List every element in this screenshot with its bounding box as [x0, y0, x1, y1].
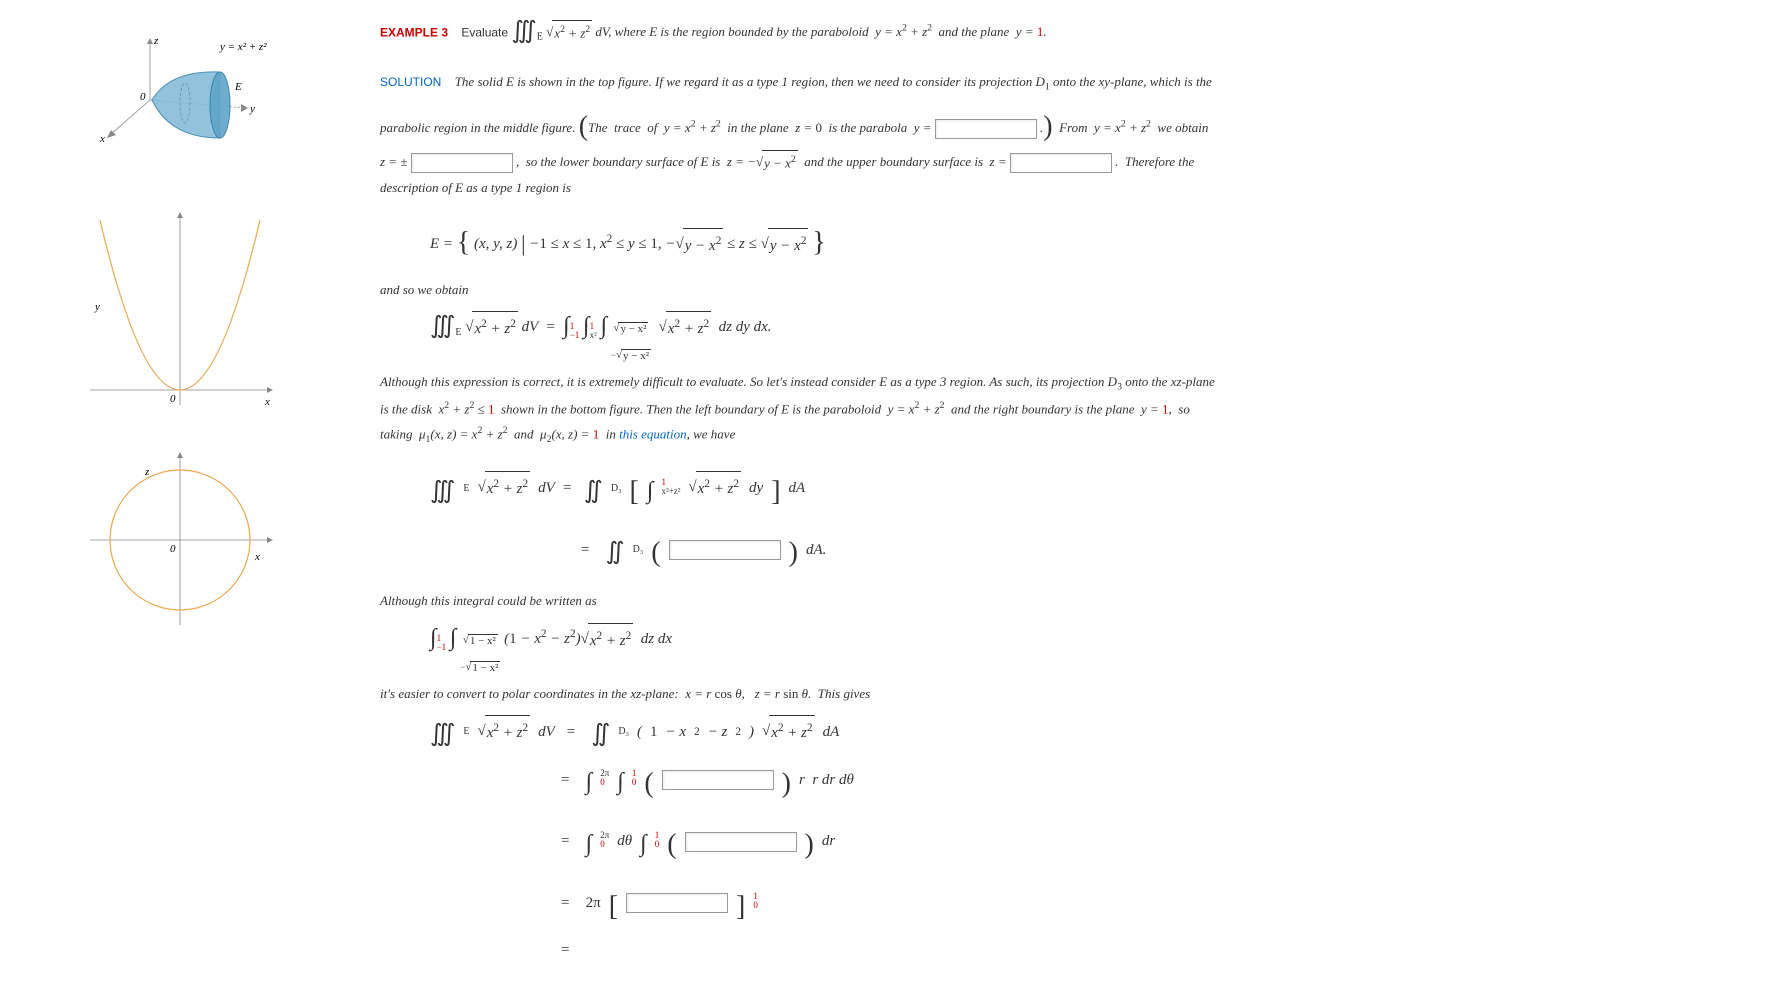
example-prompt-pre: Evaluate	[461, 25, 508, 39]
solution-label: SOLUTION	[380, 75, 441, 89]
solution-p7: it's easier to convert to polar coordina…	[380, 682, 1380, 707]
equation-cartesian-alt: ∫1−1 ∫ 1 − x²−1 − x² (1 − x2 − z2)x2 + z…	[430, 622, 1380, 674]
blank-parabola[interactable]	[935, 119, 1037, 139]
figure-disk-D3: z x 0	[70, 440, 290, 640]
blank-integrand-dA[interactable]	[669, 540, 781, 560]
fig3-x-label: x	[254, 551, 260, 563]
blank-z-pm[interactable]	[411, 153, 513, 173]
example-label: EXAMPLE 3	[380, 25, 448, 39]
fig1-eqn-label: y = x² + z²	[219, 41, 267, 53]
fig3-z-label: z	[144, 466, 150, 478]
solution-p6: Although this integral could be written …	[380, 589, 1380, 614]
solution-p5c: taking μ1(x, z) = x2 + z2 and μ2(x, z) =…	[380, 422, 1380, 449]
blank-antiderivative[interactable]	[626, 893, 728, 913]
example-line: EXAMPLE 3 Evaluate ∭E x2 + z2 dV, where …	[380, 20, 1380, 47]
equation-polar-steps: ∭E x2 + z2 dV = ∬D₃ (1 − x2 − z2)x2 + z2…	[430, 715, 1380, 968]
fig1-y-axis: y	[249, 103, 255, 115]
solution-content: EXAMPLE 3 Evaluate ∭E x2 + z2 dV, where …	[380, 20, 1380, 975]
example-prompt-post: where E is the region bounded by the par…	[615, 24, 1047, 39]
fig3-origin: 0	[170, 543, 176, 555]
figure-parabola-D1: y x 0	[70, 200, 290, 420]
solution-p1b: parabolic region in the middle figure. (…	[380, 97, 1380, 150]
blank-upper-z[interactable]	[1010, 153, 1112, 173]
equation-type3-step1: ∭E x2 + z2 dV = ∬D₃ [ ∫1x²+z² x2 + z2 dy…	[430, 458, 1380, 581]
set-E-definition: E = { (x, y, z) | −1 ≤ x ≤ 1, x2 ≤ y ≤ 1…	[430, 209, 1380, 271]
fig2-x-label: x	[264, 396, 270, 408]
blank-r-integrand[interactable]	[685, 832, 797, 852]
solution-p5: Although this expression is correct, it …	[380, 370, 1380, 397]
fig2-origin: 0	[170, 393, 176, 405]
solution-p1: SOLUTION The solid E is shown in the top…	[380, 70, 1380, 97]
figure-3d-paraboloid: y = x² + z² z y x 0 E	[80, 30, 280, 180]
fig1-x-axis: x	[99, 133, 105, 145]
fig2-y-label: y	[94, 301, 100, 313]
solution-p5b: is the disk x2 + z2 ≤ 1 shown in the bot…	[380, 397, 1380, 422]
this-equation-link[interactable]: this equation	[619, 427, 687, 442]
solution-p3: description of E as a type 1 region is	[380, 176, 1380, 201]
fig1-z-axis: z	[153, 35, 159, 47]
solution-p2: z = ± , so the lower boundary surface of…	[380, 150, 1380, 176]
figures-column: y = x² + z² z y x 0 E y x 0	[40, 20, 320, 975]
fig1-origin: 0	[140, 91, 146, 103]
fig1-region-E: E	[234, 81, 242, 93]
equation-triple-integral-type1: ∭E x2 + z2 dV = ∫1−1 ∫1x² ∫ y − x²−y − x…	[430, 311, 1380, 362]
solution-p4: and so we obtain	[380, 278, 1380, 303]
blank-polar-integrand[interactable]	[662, 770, 774, 790]
